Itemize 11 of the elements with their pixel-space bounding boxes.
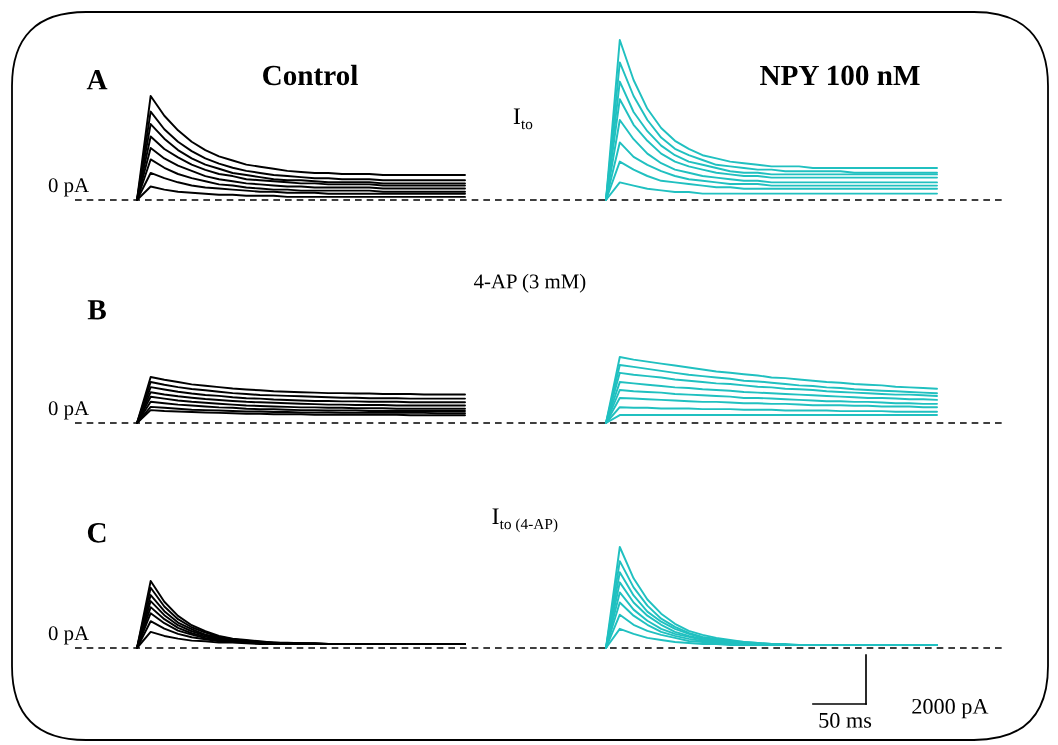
chart-title: Control — [263, 64, 358, 86]
text: NPY 100 nM — [760, 65, 920, 86]
text: 2000 pA — [912, 698, 989, 719]
text: A — [86, 70, 108, 90]
ref-line-label: 0 pA — [48, 626, 89, 645]
text: C — [87, 523, 106, 543]
text: B — [87, 300, 106, 320]
text: 50 ms — [819, 712, 872, 728]
text: 4-AP (3 mM) — [473, 273, 586, 293]
ref-line-label: 0 pA — [48, 401, 89, 420]
ref-line-label: 0 pA — [48, 178, 89, 197]
